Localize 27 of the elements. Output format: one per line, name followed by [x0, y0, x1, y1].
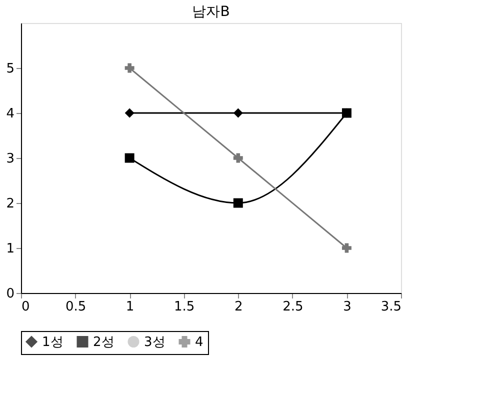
y-tick-label: 1 — [6, 242, 14, 256]
point — [233, 198, 243, 208]
legend-label: 1성 — [42, 334, 64, 350]
x-tick-label: 2 — [234, 300, 243, 314]
x-tick-label: 1.5 — [174, 300, 195, 314]
point — [342, 108, 352, 118]
point — [233, 153, 243, 163]
point — [342, 243, 352, 253]
y-tick-label: 4 — [6, 106, 14, 122]
y-tick-label: 0 — [6, 286, 14, 302]
y-tick-label: 2 — [6, 196, 14, 212]
legend-label: 4 — [195, 334, 204, 350]
x-tick-label: 3.5 — [380, 300, 402, 314]
point — [233, 108, 243, 118]
x-tick-label: 1 — [126, 300, 134, 314]
legend-label: 3성 — [144, 334, 166, 350]
point — [124, 63, 134, 73]
x-tick-label: 2.5 — [282, 300, 304, 314]
chart-title: 남자B — [192, 4, 230, 20]
y-tick-label: 3 — [6, 152, 14, 166]
x-tick-label: 3 — [343, 300, 352, 314]
x-tick-label: 0.5 — [65, 300, 86, 314]
x-tick-label: 0 — [22, 300, 30, 314]
y-tick-label: 5 — [6, 62, 14, 76]
legend-label: 2성 — [93, 334, 114, 350]
point — [124, 153, 134, 163]
point — [124, 108, 134, 118]
